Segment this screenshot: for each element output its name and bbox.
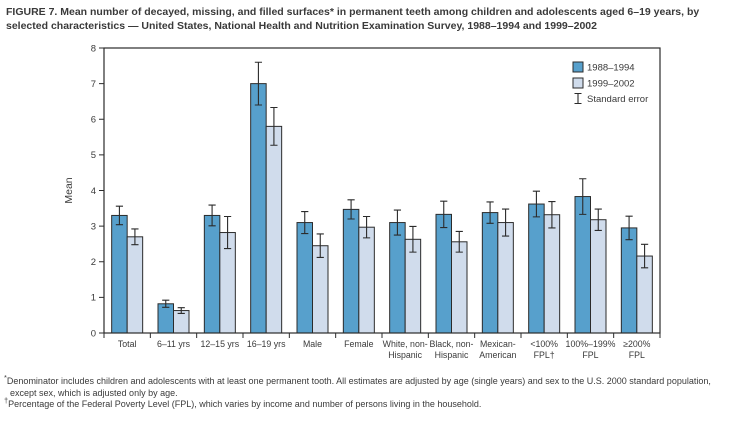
error-bar xyxy=(177,307,185,314)
footnotes: *Denominator includes children and adole… xyxy=(4,373,730,411)
bar xyxy=(312,245,329,334)
error-bar xyxy=(486,201,494,224)
y-tick-label: 4 xyxy=(91,186,96,197)
bar xyxy=(265,125,283,334)
x-tick-label: <100% xyxy=(530,339,558,349)
error-bar xyxy=(347,199,355,220)
y-tick-label: 6 xyxy=(91,115,96,126)
error-bar xyxy=(532,190,541,218)
bar xyxy=(590,219,607,334)
footnote-asterisk-text: Denominator includes children and adoles… xyxy=(6,376,711,398)
error-bar xyxy=(594,208,602,231)
y-axis-title: Mean xyxy=(63,177,75,203)
error-bar xyxy=(440,200,448,229)
footnote-dagger-marker: † xyxy=(4,396,9,405)
x-tick-label: FPL xyxy=(582,350,598,360)
x-tick-label: Mexican- xyxy=(480,339,516,349)
footnote-fpl: †Percentage of the Federal Poverty Level… xyxy=(4,396,730,411)
bar xyxy=(497,222,514,334)
x-tick-label: 6–11 yrs xyxy=(157,339,191,349)
bar xyxy=(111,214,128,334)
error-bar xyxy=(131,228,139,246)
footnote-dagger-text: Percentage of the Federal Poverty Level … xyxy=(8,399,482,409)
error-bar xyxy=(548,200,556,229)
bar xyxy=(358,226,375,334)
figure-title: FIGURE 7. Mean number of decayed, missin… xyxy=(6,6,700,32)
error-bar xyxy=(115,205,124,226)
error-bar xyxy=(223,215,232,250)
error-bar xyxy=(393,209,402,236)
error-bar xyxy=(409,225,417,253)
legend-swatch xyxy=(572,77,584,89)
x-tick-label: Hispanic xyxy=(435,350,469,360)
y-tick-label: 7 xyxy=(91,79,96,90)
x-tick-label: Total xyxy=(118,339,137,349)
bar xyxy=(543,214,561,334)
y-tick-label: 8 xyxy=(91,43,96,54)
y-tick-label: 5 xyxy=(91,150,96,161)
bar xyxy=(620,227,638,334)
footnote-asterisk-marker: * xyxy=(4,373,7,382)
bar xyxy=(435,213,452,334)
y-tick-label: 0 xyxy=(91,328,96,339)
bar xyxy=(389,222,406,334)
x-tick-label: White, non- xyxy=(383,339,428,349)
error-bar xyxy=(362,215,371,239)
bar xyxy=(250,83,267,334)
error-bar xyxy=(208,204,216,227)
legend-swatch xyxy=(572,61,584,73)
bar xyxy=(157,303,174,334)
error-bar xyxy=(162,299,170,308)
y-tick-label: 3 xyxy=(91,221,96,232)
x-tick-label: Hispanic xyxy=(388,350,422,360)
error-bar xyxy=(270,106,278,146)
legend-label: 1999–2002 xyxy=(587,79,635,90)
bar xyxy=(296,222,313,334)
error-bar xyxy=(625,215,633,241)
bar xyxy=(126,236,144,334)
bar xyxy=(404,238,422,334)
legend-label-standard-error: Standard error xyxy=(587,94,648,105)
error-bar xyxy=(254,61,263,106)
error-bar xyxy=(640,243,649,269)
error-bar xyxy=(455,230,463,253)
error-bar xyxy=(579,178,587,215)
error-bar-icon xyxy=(574,92,582,105)
x-tick-label: American xyxy=(479,350,516,360)
error-bar xyxy=(501,208,510,237)
x-tick-label: FPL xyxy=(629,350,645,360)
x-tick-label: 16–19 yrs xyxy=(247,339,286,349)
bar xyxy=(203,214,221,334)
x-tick-label: ≥200% xyxy=(623,339,651,349)
x-tick-label: Black, non- xyxy=(429,339,473,349)
dmfs-bar-chart: 0 1 2 3 4 5 6 7 8 Mean Total 6–11 yrs 12–15 yrs 16–19… xyxy=(63,43,661,360)
y-tick-label: 2 xyxy=(91,257,96,268)
bar xyxy=(574,196,591,334)
bar xyxy=(481,212,499,334)
x-tick-label: 12–15 yrs xyxy=(201,339,240,349)
footnote-denominator: *Denominator includes children and adole… xyxy=(4,373,730,399)
x-tick-label: FPL† xyxy=(534,350,555,360)
legend-label: 1988–1994 xyxy=(587,63,635,74)
x-tick-label: Male xyxy=(303,339,322,349)
bar xyxy=(451,241,468,334)
bar xyxy=(342,208,360,334)
error-bar xyxy=(301,210,309,235)
y-tick-label: 1 xyxy=(91,293,96,304)
bar xyxy=(528,203,545,334)
error-bar xyxy=(316,233,324,259)
x-tick-label: Female xyxy=(344,339,373,349)
x-tick-label: 100%–199% xyxy=(566,339,616,349)
